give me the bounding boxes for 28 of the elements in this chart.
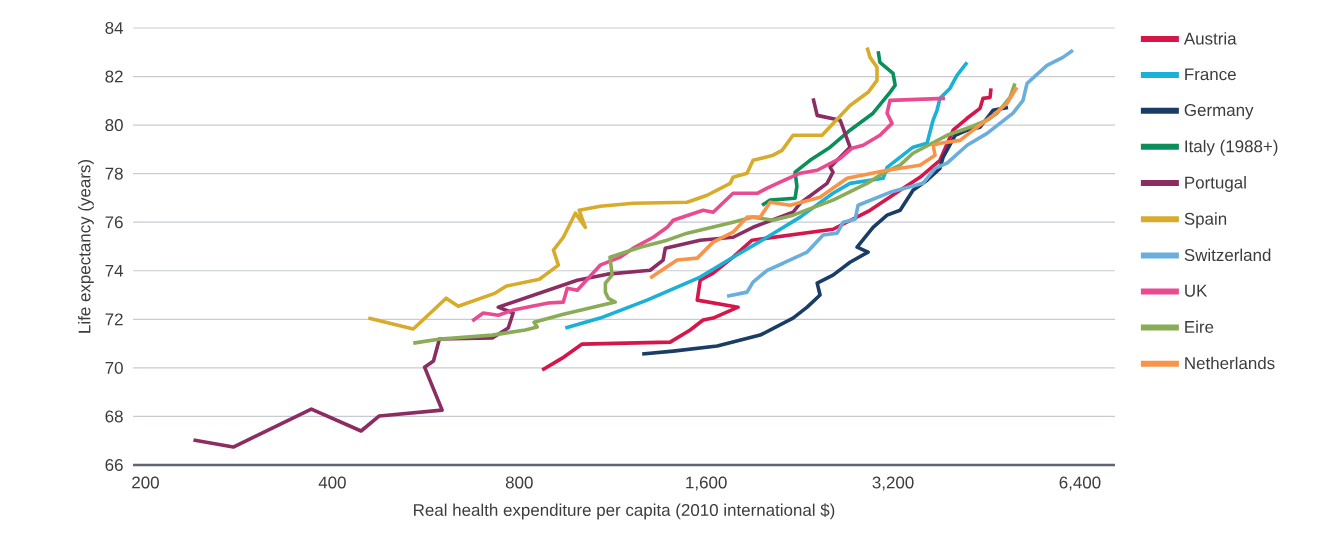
legend-label: Austria <box>1183 32 1237 45</box>
legend-label: Eire <box>1185 320 1214 333</box>
y-tick-label: 66 <box>105 458 123 471</box>
legend-label: Italy (1988+) <box>1185 139 1278 156</box>
legend-label: Portugal <box>1185 176 1246 192</box>
x-tick-label: 6,400 <box>1059 476 1101 491</box>
y-tick-label: 84 <box>105 21 124 34</box>
y-tick-label: 70 <box>105 361 123 374</box>
y-tick-label: 68 <box>105 410 123 423</box>
x-tick-label: 400 <box>318 476 346 489</box>
x-tick-label: 800 <box>505 476 533 489</box>
legend-label: Switzerland <box>1184 248 1271 262</box>
legend-label: France <box>1185 68 1236 81</box>
x-tick-label: 200 <box>132 476 159 489</box>
y-tick-label: 76 <box>105 216 123 229</box>
y-tick-label: 72 <box>105 313 123 326</box>
y-tick-label: 80 <box>105 119 123 132</box>
y-tick-label: 74 <box>105 264 124 277</box>
legend-label: UK <box>1185 284 1208 297</box>
legend-label: Spain <box>1184 212 1227 229</box>
y-axis-title: Life expectancy (years) <box>78 160 94 333</box>
x-tick-label: 1,600 <box>686 476 727 491</box>
y-tick-label: 82 <box>105 70 123 83</box>
x-tick-label: 3,200 <box>872 476 914 491</box>
x-axis-title: Real health expenditure per capita (2010 international $) <box>414 503 835 520</box>
legend-label: Netherlands <box>1185 356 1275 370</box>
legend-label: Germany <box>1184 104 1254 120</box>
y-tick-label: 78 <box>105 167 123 180</box>
